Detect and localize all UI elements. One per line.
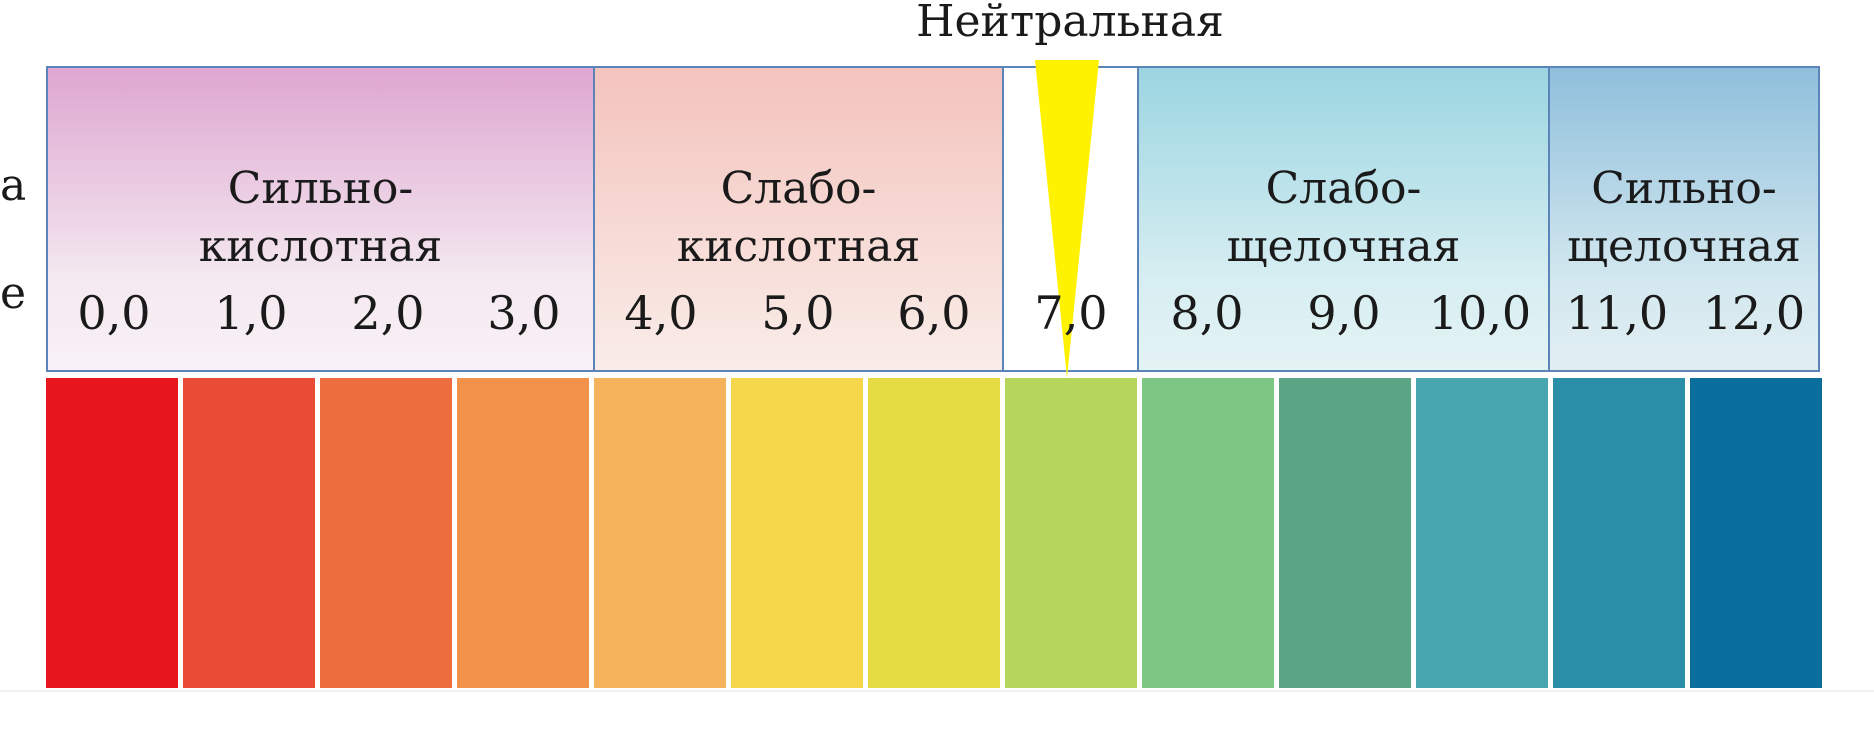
zone-strong-base-label: Сильно- щелочная bbox=[1567, 163, 1801, 272]
zone-weak-acid: Слабо- кислотная bbox=[593, 66, 1004, 372]
ph-tick: 8,0 bbox=[1170, 286, 1244, 340]
ph-tick: 0,0 bbox=[77, 286, 151, 340]
color-swatch bbox=[731, 378, 863, 688]
color-swatch bbox=[1553, 378, 1685, 688]
color-swatch bbox=[1142, 378, 1274, 688]
ph-tick: 3,0 bbox=[487, 286, 561, 340]
cut-off-letter-top: а bbox=[0, 160, 27, 211]
ph-tick: 6,0 bbox=[897, 286, 971, 340]
zone-strong-base: Сильно- щелочная bbox=[1548, 66, 1820, 372]
color-swatch bbox=[457, 378, 589, 688]
cut-off-letter-bottom: е bbox=[0, 268, 27, 319]
color-swatch bbox=[1690, 378, 1822, 688]
color-swatch bbox=[1416, 378, 1548, 688]
color-swatch bbox=[183, 378, 315, 688]
ph-tick: 5,0 bbox=[761, 286, 835, 340]
ph-tick: 10,0 bbox=[1428, 286, 1532, 340]
ph-tick: 11,0 bbox=[1565, 286, 1669, 340]
ph-tick: 12,0 bbox=[1702, 286, 1806, 340]
ph-tick: 9,0 bbox=[1307, 286, 1381, 340]
zone-strong-acid-label: Сильно- кислотная bbox=[198, 163, 443, 272]
neutral-label: Нейтральная bbox=[916, 0, 1224, 47]
color-swatch bbox=[594, 378, 726, 688]
zone-weak-acid-label: Слабо- кислотная bbox=[676, 163, 921, 272]
ph-value-row: 0,0 1,0 2,0 3,0 4,0 5,0 6,0 7,0 8,0 9,0 … bbox=[0, 283, 1874, 343]
divider bbox=[0, 690, 1874, 692]
color-swatch bbox=[320, 378, 452, 688]
zone-weak-base: Слабо- щелочная bbox=[1137, 66, 1550, 372]
color-swatch bbox=[1005, 378, 1137, 688]
zone-weak-base-label: Слабо- щелочная bbox=[1226, 163, 1461, 272]
ph-tick: 7,0 bbox=[1034, 286, 1108, 340]
zone-strong-acid: Сильно- кислотная bbox=[46, 66, 595, 372]
ph-tick: 1,0 bbox=[214, 286, 288, 340]
color-swatch bbox=[868, 378, 1000, 688]
neutral-pointer-icon bbox=[1035, 60, 1099, 378]
ph-tick: 4,0 bbox=[624, 286, 698, 340]
color-swatch bbox=[46, 378, 178, 688]
ph-tick: 2,0 bbox=[351, 286, 425, 340]
color-swatch bbox=[1279, 378, 1411, 688]
